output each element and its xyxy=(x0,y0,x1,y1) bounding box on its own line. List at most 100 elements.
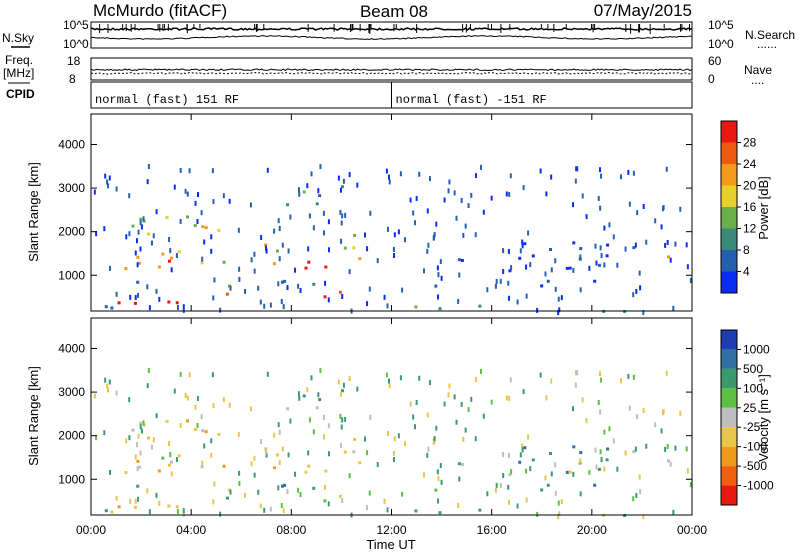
power-cell xyxy=(299,288,302,294)
power-cell xyxy=(385,168,388,174)
power-cell xyxy=(608,222,611,228)
velocity-cell xyxy=(147,368,150,374)
power-cell xyxy=(137,229,140,235)
velocity-cell xyxy=(298,395,301,401)
power-cell xyxy=(175,253,178,259)
velocity-cell xyxy=(369,414,372,420)
power-cell xyxy=(599,245,602,251)
velocity-cell xyxy=(196,422,199,428)
velocity-cell xyxy=(196,396,199,402)
power-cell xyxy=(509,173,512,179)
beam-title: Beam 08 xyxy=(360,2,428,21)
velocity-cell xyxy=(554,462,557,468)
power-cell xyxy=(642,310,645,316)
velocity-cell xyxy=(433,436,436,442)
power-cell xyxy=(136,255,140,259)
velocity-cell xyxy=(217,432,221,436)
velocity-cell xyxy=(455,419,458,425)
power-cell xyxy=(312,282,316,286)
power-cell xyxy=(642,203,645,209)
velocity-cell xyxy=(176,508,179,514)
power-cell xyxy=(173,184,176,190)
power-cell xyxy=(148,305,151,311)
velocity-cell xyxy=(324,484,327,490)
velocity-cell xyxy=(161,456,165,460)
velocity-cell xyxy=(137,465,141,469)
velocity-cell xyxy=(437,498,440,504)
velocity-cell xyxy=(499,482,502,488)
velocity-cell xyxy=(597,399,600,405)
velocity-cell xyxy=(507,484,510,490)
power-colorbar-swatch xyxy=(721,142,737,164)
velocity-cell xyxy=(545,395,548,401)
power-cell xyxy=(170,267,173,273)
power-cell xyxy=(283,279,287,283)
velocity-cell xyxy=(356,386,359,392)
velocity-ytick-label: 4000 xyxy=(58,342,85,356)
velocity-cell xyxy=(137,433,140,439)
cpid-panel: normal (fast) 151 RF normal (fast) -151 R… xyxy=(90,81,693,109)
velocity-cell xyxy=(201,460,204,466)
power-cell xyxy=(200,210,203,216)
power-cell xyxy=(200,261,204,265)
power-cell xyxy=(595,260,598,266)
power-cell xyxy=(348,269,351,275)
power-cell xyxy=(508,269,512,273)
velocity-colorbar-swatch xyxy=(721,485,737,505)
power-cell xyxy=(494,283,497,289)
nave-dots: .... xyxy=(751,73,764,87)
power-cell xyxy=(388,179,391,185)
velocity-cell xyxy=(376,462,379,468)
power-colorbar-tick-label: 12 xyxy=(743,222,757,236)
power-cell xyxy=(229,285,232,291)
velocity-cell xyxy=(341,417,344,423)
power-cell xyxy=(474,173,477,179)
power-cell xyxy=(182,304,185,310)
velocity-cell xyxy=(352,450,356,454)
velocity-cell xyxy=(184,392,187,398)
power-cell xyxy=(340,220,343,226)
power-cell xyxy=(490,195,493,201)
velocity-cell xyxy=(636,414,639,420)
velocity-cell xyxy=(460,401,463,407)
power-cell xyxy=(147,232,151,236)
velocity-cell xyxy=(576,370,579,376)
power-cell xyxy=(645,239,648,245)
velocity-cell xyxy=(508,473,512,477)
velocity-cell xyxy=(323,434,326,440)
power-cell xyxy=(185,215,189,219)
velocity-cell xyxy=(435,425,438,431)
velocity-cell xyxy=(213,481,216,487)
power-cell xyxy=(110,306,114,310)
velocity-cell xyxy=(186,395,189,401)
velocity-cell xyxy=(260,439,263,445)
velocity-cell xyxy=(315,406,319,410)
power-cell xyxy=(539,168,542,174)
power-cell xyxy=(104,305,108,309)
velocity-cell xyxy=(168,441,171,447)
power-cell xyxy=(440,275,443,281)
velocity-cell xyxy=(103,430,106,436)
velocity-cell xyxy=(685,446,688,452)
power-cell xyxy=(137,292,140,298)
velocity-cell xyxy=(470,396,473,402)
power-cell xyxy=(212,199,215,205)
velocity-cell xyxy=(594,447,597,453)
velocity-cell xyxy=(597,467,601,471)
power-cell xyxy=(457,258,461,262)
velocity-cell xyxy=(383,498,386,504)
power-cell xyxy=(662,205,665,211)
power-colorbar-tick-label: 20 xyxy=(743,179,757,193)
power-colorbar-tick-label: 4 xyxy=(743,265,750,279)
power-cell xyxy=(536,307,539,313)
velocity-colorbar: 1000 500 100 25 -25 -100 -500 -1000 Velocity [m… xyxy=(720,329,774,506)
noise-sky-trace xyxy=(90,27,693,31)
power-cell xyxy=(327,219,330,225)
freq-unit-label: [MHz] xyxy=(3,66,34,80)
power-cell xyxy=(128,231,131,237)
power-cell xyxy=(545,191,548,197)
power-ytick-label: 2000 xyxy=(58,225,85,239)
power-cell xyxy=(193,224,197,228)
power-cell xyxy=(125,234,128,240)
